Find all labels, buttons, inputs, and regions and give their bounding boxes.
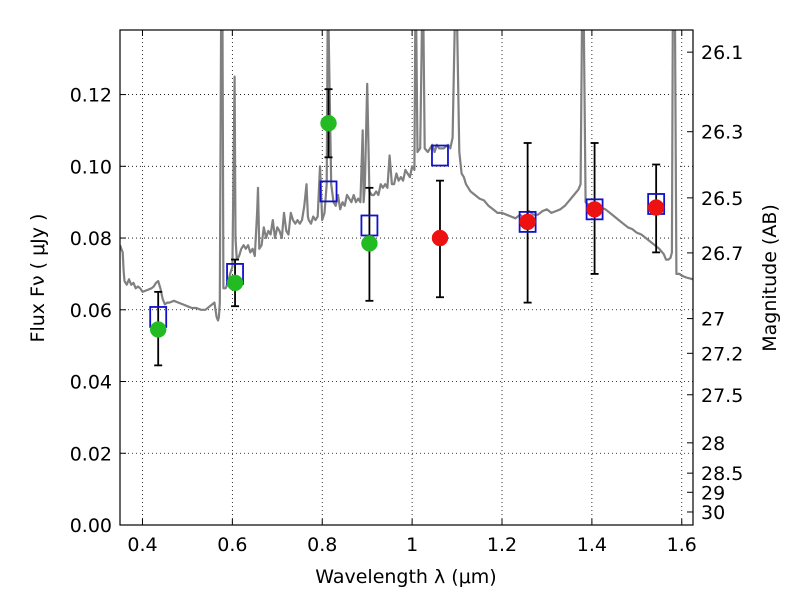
x-axis-label: Wavelength λ (μm) xyxy=(315,566,496,588)
x-axis: 0.4 0.6 0.8 1 1.2 1.4 1.6 xyxy=(127,30,697,556)
photometry-point xyxy=(320,115,337,132)
plot-area xyxy=(120,30,693,525)
y-tick-label: 0.06 xyxy=(70,300,112,322)
model-flux-box xyxy=(431,144,449,167)
y2-tick-label: 27 xyxy=(701,309,725,331)
x-tick-label: 1.4 xyxy=(577,534,607,556)
x-tick-label: 1.2 xyxy=(487,534,517,556)
y2-tick-label: 26.3 xyxy=(701,122,743,144)
x-tick-label: 0.8 xyxy=(307,534,337,556)
x-tick-label: 1 xyxy=(406,534,418,556)
plot-frame xyxy=(119,29,694,526)
photometry-point xyxy=(431,229,449,247)
model-flux-box xyxy=(319,180,338,203)
photometry-point xyxy=(647,199,665,216)
sed-model-line xyxy=(120,30,693,322)
y2-tick-label: 30 xyxy=(701,502,725,524)
data-markers xyxy=(149,115,666,338)
photometry-point xyxy=(519,213,536,231)
y2-tick-label: 26.5 xyxy=(701,188,743,210)
photometry-point xyxy=(586,201,603,218)
x-tick-label: 0.4 xyxy=(127,534,157,556)
y2-tick-label: 29 xyxy=(701,482,725,504)
photometry-point xyxy=(226,274,244,292)
y-tick-label: 0.10 xyxy=(70,156,112,178)
y-axis: 0.00 0.02 0.04 0.06 0.08 0.10 0.12 xyxy=(70,85,126,537)
photometry-point xyxy=(149,321,167,338)
y2-tick-label: 26.7 xyxy=(701,243,743,265)
grid xyxy=(120,30,693,525)
y2-tick-label: 28.5 xyxy=(701,463,743,485)
y2-tick-label: 27.5 xyxy=(701,385,743,407)
y-tick-label: 0.12 xyxy=(70,85,112,107)
y-tick-label: 0.00 xyxy=(70,515,112,537)
y-tick-label: 0.04 xyxy=(70,372,112,394)
y-tick-label: 0.08 xyxy=(70,228,112,250)
sed-model-layer xyxy=(120,30,693,322)
y2-tick-label: 28 xyxy=(701,433,725,455)
y-axis-label: Flux Fν ( μJy ) xyxy=(27,214,49,343)
y-tick-label: 0.02 xyxy=(70,443,112,465)
photometry-point xyxy=(361,235,378,252)
y2-axis-label: Magnitude (AB) xyxy=(759,204,781,352)
y2-tick-label: 26.1 xyxy=(701,42,743,64)
x-tick-label: 1.6 xyxy=(667,534,697,556)
y2-tick-label: 27.2 xyxy=(701,343,743,365)
x-tick-label: 0.6 xyxy=(217,534,247,556)
